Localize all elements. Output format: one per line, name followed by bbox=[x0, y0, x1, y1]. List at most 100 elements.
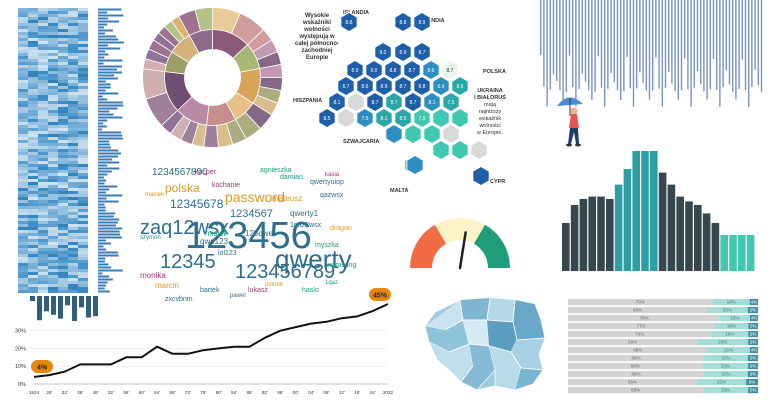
wordcloud-word: marcin bbox=[155, 281, 180, 290]
heatmap-cell bbox=[78, 101, 88, 104]
sunburst-chart bbox=[142, 7, 283, 148]
heatmap-cell bbox=[28, 266, 38, 269]
heatmap-cell bbox=[18, 275, 28, 278]
barcode-bar bbox=[556, 0, 558, 82]
heatmap-side-bar bbox=[98, 203, 105, 206]
heatmap-cell bbox=[28, 140, 38, 143]
barcode-bar bbox=[671, 0, 673, 84]
heatmap-cell bbox=[58, 290, 68, 293]
heatmap-cell bbox=[78, 272, 88, 275]
heatmap-cell bbox=[48, 65, 58, 68]
heatmap-cell bbox=[18, 248, 28, 251]
heatmap-cell bbox=[18, 179, 28, 182]
heatmap-side-bar bbox=[98, 167, 120, 170]
line-chart-y-tick: 0% bbox=[18, 382, 26, 388]
heatmap-cell bbox=[68, 125, 78, 128]
hex-cell bbox=[356, 75, 374, 97]
line-chart-x-tick: 04' bbox=[308, 390, 314, 395]
stacked-bar-segment-a bbox=[568, 299, 713, 306]
heatmap-cell bbox=[48, 200, 58, 203]
line-chart-y-tick: 30% bbox=[15, 329, 26, 335]
heatmap-cell bbox=[18, 20, 28, 23]
histogram-bar bbox=[597, 196, 605, 271]
barcode-bar bbox=[549, 0, 551, 90]
heatmap-side-bar bbox=[98, 206, 106, 209]
heatmap-cell bbox=[48, 179, 58, 182]
hex-value: 6.7 bbox=[343, 84, 350, 90]
heatmap-cell bbox=[48, 194, 58, 197]
heatmap-cell bbox=[38, 266, 48, 269]
stacked-bar-label-b: 23% bbox=[721, 388, 730, 393]
heatmap-cell bbox=[68, 191, 78, 194]
hex-value: 8.8 bbox=[390, 68, 397, 74]
heatmap-cell bbox=[78, 44, 88, 47]
heatmap-side-bar bbox=[98, 197, 107, 200]
heatmap-cell bbox=[28, 242, 38, 245]
heatmap-cell bbox=[78, 278, 88, 281]
heatmap-cell bbox=[38, 209, 48, 212]
heatmap-cell bbox=[78, 122, 88, 125]
heatmap-cell bbox=[58, 173, 68, 176]
heatmap-cell bbox=[48, 275, 58, 278]
line-chart-x-tick: 84' bbox=[231, 390, 237, 395]
stacked-bar-segment-a bbox=[568, 339, 698, 346]
sunburst-hole bbox=[184, 49, 241, 106]
heatmap-cell bbox=[68, 176, 78, 179]
hex-value: 8.1 bbox=[334, 100, 341, 106]
heatmap-cell bbox=[48, 116, 58, 119]
heatmap-cell bbox=[48, 104, 58, 107]
heatmap-cell bbox=[48, 152, 58, 155]
heatmap-cell bbox=[58, 149, 68, 152]
barcode-bar bbox=[661, 0, 663, 107]
heatmap-cell bbox=[28, 89, 38, 92]
heatmap-cell bbox=[38, 152, 48, 155]
hex-cell bbox=[365, 59, 383, 81]
heatmap-cell bbox=[48, 263, 58, 266]
hex-cell bbox=[442, 91, 460, 113]
heatmap-cell bbox=[28, 161, 38, 164]
wordcloud-word: 123456 bbox=[185, 215, 312, 257]
heatmap-cell bbox=[48, 110, 58, 113]
heatmap-cell bbox=[18, 230, 28, 233]
hex-value: 8.8 bbox=[346, 20, 353, 26]
heatmap-cell bbox=[58, 65, 68, 68]
heatmap-side-bar bbox=[98, 68, 117, 71]
hex-value: 8.7 bbox=[409, 68, 416, 74]
heatmap-cell bbox=[68, 83, 78, 86]
heatmap-cell bbox=[38, 83, 48, 86]
stacked-bar-label-a: 68% bbox=[631, 372, 640, 377]
heatmap-cell bbox=[78, 20, 88, 23]
stacked-bar-label-b: 22% bbox=[721, 356, 730, 361]
heatmap-cell bbox=[68, 74, 78, 77]
heatmap-cell bbox=[58, 176, 68, 179]
heatmap-cell bbox=[78, 146, 88, 149]
barcode-bar bbox=[719, 0, 721, 107]
heatmap-cell bbox=[68, 110, 78, 113]
heatmap-cell bbox=[58, 80, 68, 83]
heatmap-side-bar bbox=[98, 278, 113, 281]
line-chart-x-tick: 16' bbox=[354, 390, 360, 395]
heatmap-cell bbox=[18, 41, 28, 44]
barcode-bar bbox=[572, 0, 574, 88]
stacked-bar-label-b: 25% bbox=[717, 380, 726, 385]
barcode-bar bbox=[748, 0, 750, 107]
umbrella-person-icon bbox=[557, 97, 583, 147]
heatmap-cell bbox=[38, 245, 48, 248]
heatmap-cell bbox=[48, 68, 58, 71]
heatmap-cell bbox=[68, 143, 78, 146]
heatmap-side-bar bbox=[98, 131, 122, 134]
heatmap-cell bbox=[58, 122, 68, 125]
heatmap-cell bbox=[68, 257, 78, 260]
hex-cell bbox=[441, 59, 459, 81]
heatmap-cell bbox=[28, 8, 38, 11]
barcode-bar bbox=[620, 0, 622, 101]
heatmap-cell bbox=[68, 182, 78, 185]
heatmap-cell bbox=[18, 257, 28, 260]
heatmap-cell bbox=[48, 140, 58, 143]
heatmap-cell bbox=[58, 86, 68, 89]
stacked-bar-segment-c bbox=[749, 299, 758, 306]
hexmap-panel: Wysokie wskaźniki wolności występują w c… bbox=[285, 0, 515, 200]
hexmap-annotation: Wysokie wskaźniki wolności występują w c… bbox=[294, 13, 339, 61]
histogram-bar bbox=[562, 223, 570, 271]
heatmap-cell bbox=[58, 281, 68, 284]
